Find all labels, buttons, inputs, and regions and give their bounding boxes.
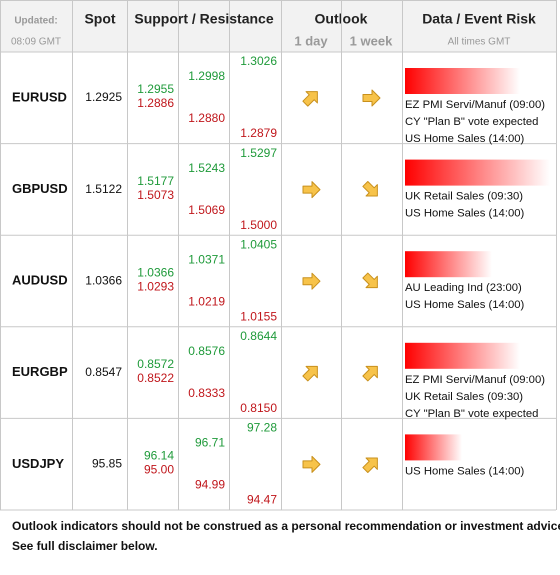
resistance-level: 96.14	[144, 449, 174, 463]
support-level: 1.2886	[137, 96, 174, 110]
event: US Home Sales (14:00)	[405, 208, 525, 220]
support-level: 1.5069	[188, 203, 225, 217]
support-level: 94.99	[195, 478, 225, 492]
pair: EURUSD	[12, 89, 67, 104]
updated-time: 08:09 GMT	[11, 37, 61, 48]
support-level: 0.8333	[188, 386, 225, 400]
outlook-arrow	[302, 91, 318, 107]
support-level: 1.5000	[240, 218, 277, 232]
support-level: 1.2880	[188, 111, 225, 125]
resistance-level: 97.28	[247, 421, 277, 435]
resistance-level: 1.0371	[188, 252, 225, 266]
resistance-level: 1.2955	[137, 82, 174, 96]
support-level: 1.0293	[137, 279, 174, 293]
event: US Home Sales (14:00)	[405, 465, 525, 477]
updated-label: Updated:	[14, 16, 57, 27]
event: EZ PMI Servi/Manuf (09:00)	[405, 374, 545, 386]
support-level: 95.00	[144, 463, 174, 477]
support-resistance-header: Support / Resistance	[134, 11, 273, 27]
outlook-1week: 1 week	[350, 33, 393, 48]
event: CY "Plan B" vote expected	[405, 116, 538, 128]
pair: USDJPY	[12, 456, 64, 471]
event-risk-bar	[405, 159, 550, 186]
support-level: 0.8522	[137, 371, 174, 385]
resistance-level: 96.71	[195, 436, 225, 450]
header-background	[0, 0, 556, 52]
resistance-level: 0.8576	[188, 344, 225, 358]
outlook-arrow	[362, 272, 378, 289]
outlook-arrow	[362, 457, 378, 474]
spot: 1.0366	[85, 273, 122, 287]
resistance-level: 0.8572	[137, 357, 174, 371]
outlook-arrow	[302, 455, 321, 473]
outlook-arrow	[302, 365, 318, 382]
outlook-1day: 1 day	[294, 33, 328, 48]
event: EZ PMI Servi/Manuf (09:00)	[405, 99, 545, 111]
outlook-arrow	[302, 272, 321, 290]
outlook-arrow	[362, 89, 381, 107]
resistance-level: 1.3026	[240, 54, 277, 68]
event: US Home Sales (14:00)	[405, 299, 525, 311]
event-risk-bar	[405, 342, 520, 369]
times-note: All times GMT	[448, 37, 511, 48]
resistance-level: 1.0405	[240, 237, 277, 251]
support-level: 1.5073	[137, 188, 174, 202]
spot: 0.8547	[85, 365, 122, 379]
event: UK Retail Sales (09:30)	[405, 391, 523, 403]
outlook-arrow	[362, 180, 378, 197]
spot: 1.2925	[85, 90, 122, 104]
event-risk-bar	[405, 68, 520, 94]
footer-note: See full disclaimer below.	[12, 539, 158, 553]
resistance-level: 1.0366	[137, 265, 174, 279]
resistance-level: 0.8644	[240, 329, 277, 343]
event: UK Retail Sales (09:30)	[405, 191, 523, 203]
pair: GBPUSD	[12, 181, 68, 196]
pair: AUDUSD	[12, 273, 68, 288]
event: US Home Sales (14:00)	[405, 133, 525, 145]
outlook-arrow	[302, 181, 321, 199]
resistance-level: 1.5177	[137, 174, 174, 188]
support-level: 1.0219	[188, 294, 225, 308]
event: AU Leading Ind (23:00)	[405, 282, 522, 294]
spot-header: Spot	[84, 11, 115, 27]
event: CY "Plan B" vote expected	[405, 408, 538, 420]
resistance-level: 1.5297	[240, 146, 277, 160]
support-level: 1.2879	[240, 126, 277, 140]
data-event-risk-header: Data / Event Risk	[422, 11, 536, 27]
spot: 95.85	[92, 457, 122, 471]
support-level: 94.47	[247, 493, 277, 507]
event-risk-bar	[405, 251, 492, 278]
event-risk-bar	[405, 434, 462, 461]
support-level: 0.8150	[240, 401, 277, 415]
outlook-arrow	[362, 365, 378, 382]
pair: EURGBP	[12, 364, 68, 379]
resistance-level: 1.5243	[188, 161, 225, 175]
resistance-level: 1.2998	[188, 69, 225, 83]
support-level: 1.0155	[240, 309, 277, 323]
footer-note: Outlook indicators should not be constru…	[12, 519, 560, 533]
spot: 1.5122	[85, 182, 122, 196]
